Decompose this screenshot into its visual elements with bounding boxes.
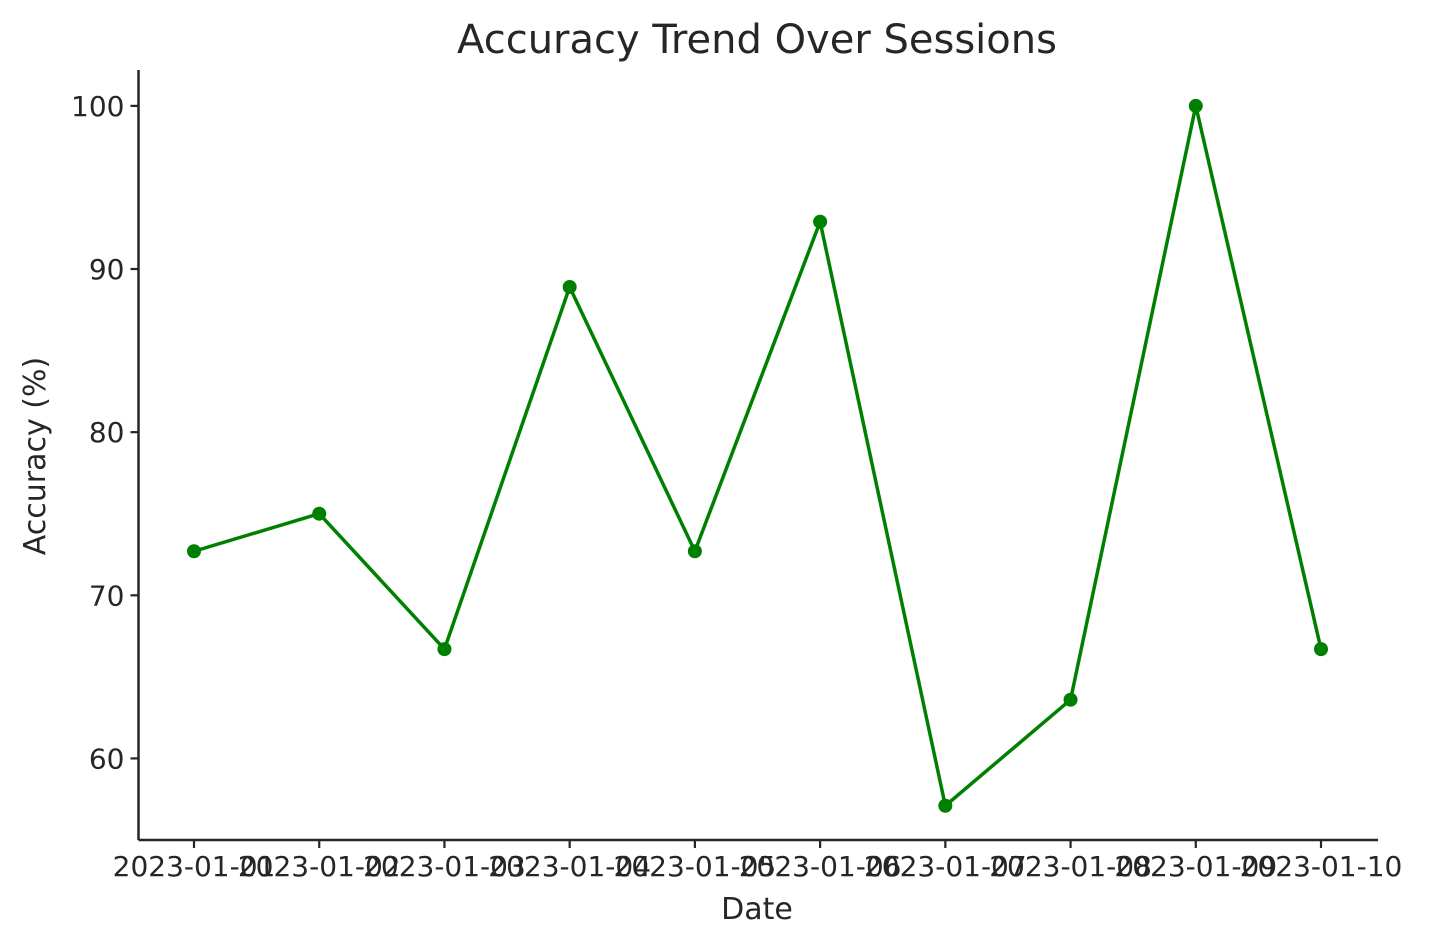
y-tick-label: 80: [89, 416, 125, 449]
data-point: [1188, 98, 1203, 113]
x-tick-label: 2023-01-07: [864, 850, 1027, 883]
chart-title: Accuracy Trend Over Sessions: [457, 17, 1057, 63]
data-point: [562, 279, 577, 294]
x-tick-label: 2023-01-02: [238, 850, 401, 883]
x-tick-label: 2023-01-10: [1240, 850, 1403, 883]
x-tick-label: 2023-01-04: [488, 850, 651, 883]
data-point: [813, 214, 828, 229]
x-axis-label: Date: [721, 892, 793, 927]
x-tick-label: 2023-01-01: [113, 850, 276, 883]
y-tick-label: 70: [89, 579, 125, 612]
x-axis-ticks: 2023-01-012023-01-022023-01-032023-01-04…: [113, 840, 1403, 883]
x-tick-label: 2023-01-09: [1114, 850, 1277, 883]
x-tick-label: 2023-01-03: [363, 850, 526, 883]
y-axis-label: Accuracy (%): [18, 357, 53, 555]
series-line: [192, 104, 1323, 808]
y-tick-label: 90: [89, 253, 125, 286]
data-point: [938, 798, 953, 813]
data-point: [187, 544, 201, 559]
accuracy-points: [187, 98, 1328, 813]
data-point: [1314, 642, 1328, 657]
accuracy-series: [192, 104, 1323, 808]
y-axis-ticks: 60 70 80 90 100: [71, 90, 139, 775]
data-point: [1063, 692, 1078, 707]
y-tick-label: 100: [71, 90, 124, 123]
x-tick-label: 2023-01-06: [739, 850, 902, 883]
data-point: [437, 642, 452, 657]
x-tick-label: 2023-01-08: [989, 850, 1152, 883]
data-point: [312, 506, 327, 521]
y-tick-label: 60: [89, 742, 125, 775]
data-point: [687, 544, 702, 559]
x-tick-label: 2023-01-05: [614, 850, 777, 883]
